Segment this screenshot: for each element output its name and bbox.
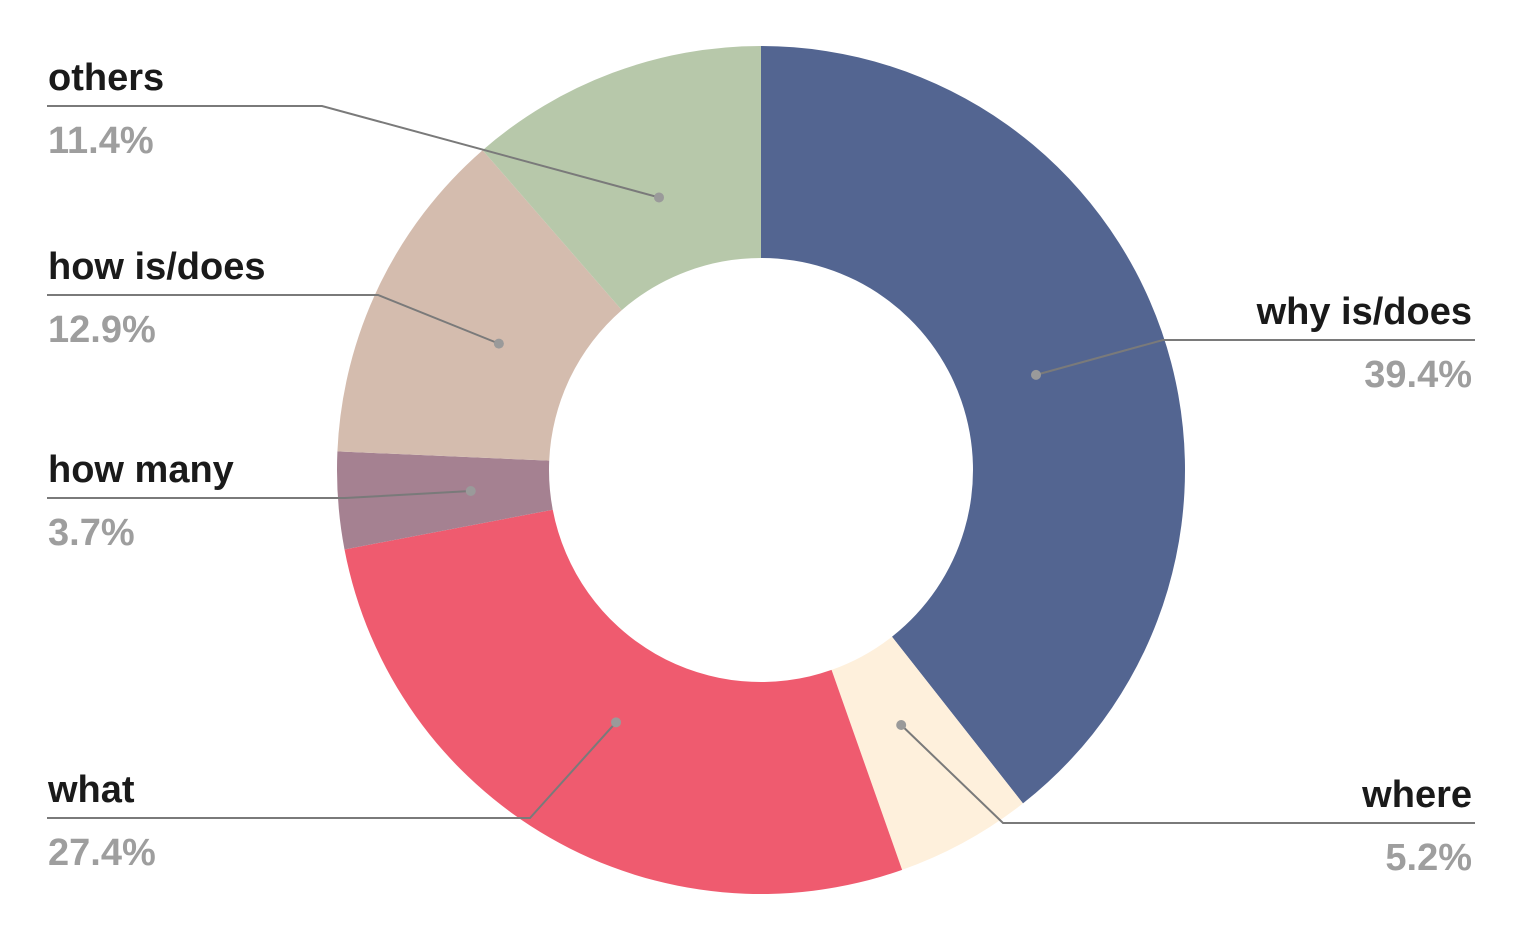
value-label-why-is-does: 39.4% — [1364, 354, 1472, 396]
value-label-where: 5.2% — [1385, 837, 1472, 879]
value-label-what: 27.4% — [48, 832, 156, 874]
value-label-how-is-does: 12.9% — [48, 309, 156, 351]
slice-labels: why is/does 39.4% where 5.2% what 27.4% how ma… — [47, 57, 1472, 879]
donut-slices — [337, 46, 1185, 895]
slice-how-is-does — [337, 150, 622, 461]
label-how-many: how many — [48, 449, 234, 491]
leader-dot-others — [653, 192, 664, 203]
label-where: where — [1361, 774, 1472, 816]
label-how-is-does: how is/does — [48, 246, 265, 288]
slice-others — [482, 46, 761, 311]
leader-dot-where — [896, 720, 907, 731]
leader-others — [47, 105, 660, 199]
leader-dot-why-is-does — [1031, 369, 1042, 380]
leader-what — [47, 721, 617, 819]
value-label-others: 11.4% — [48, 120, 154, 162]
slice-where — [831, 636, 1023, 870]
slice-why-is-does — [761, 46, 1185, 804]
leader-dot-what — [611, 717, 622, 728]
slice-what — [344, 509, 903, 895]
slice-how-many — [337, 451, 553, 550]
leader-dot-how-is-does — [493, 338, 504, 349]
label-what: what — [47, 769, 135, 811]
leader-why-is-does — [1035, 339, 1475, 376]
leader-where — [900, 724, 1475, 824]
leader-how-is-does — [47, 294, 500, 345]
label-others: others — [48, 57, 164, 99]
leader-lines — [47, 105, 1475, 824]
value-label-how-many: 3.7% — [48, 512, 135, 554]
label-why-is-does: why is/does — [1256, 291, 1472, 333]
leader-how-many — [47, 490, 471, 499]
leader-dot-how-many — [465, 486, 476, 497]
